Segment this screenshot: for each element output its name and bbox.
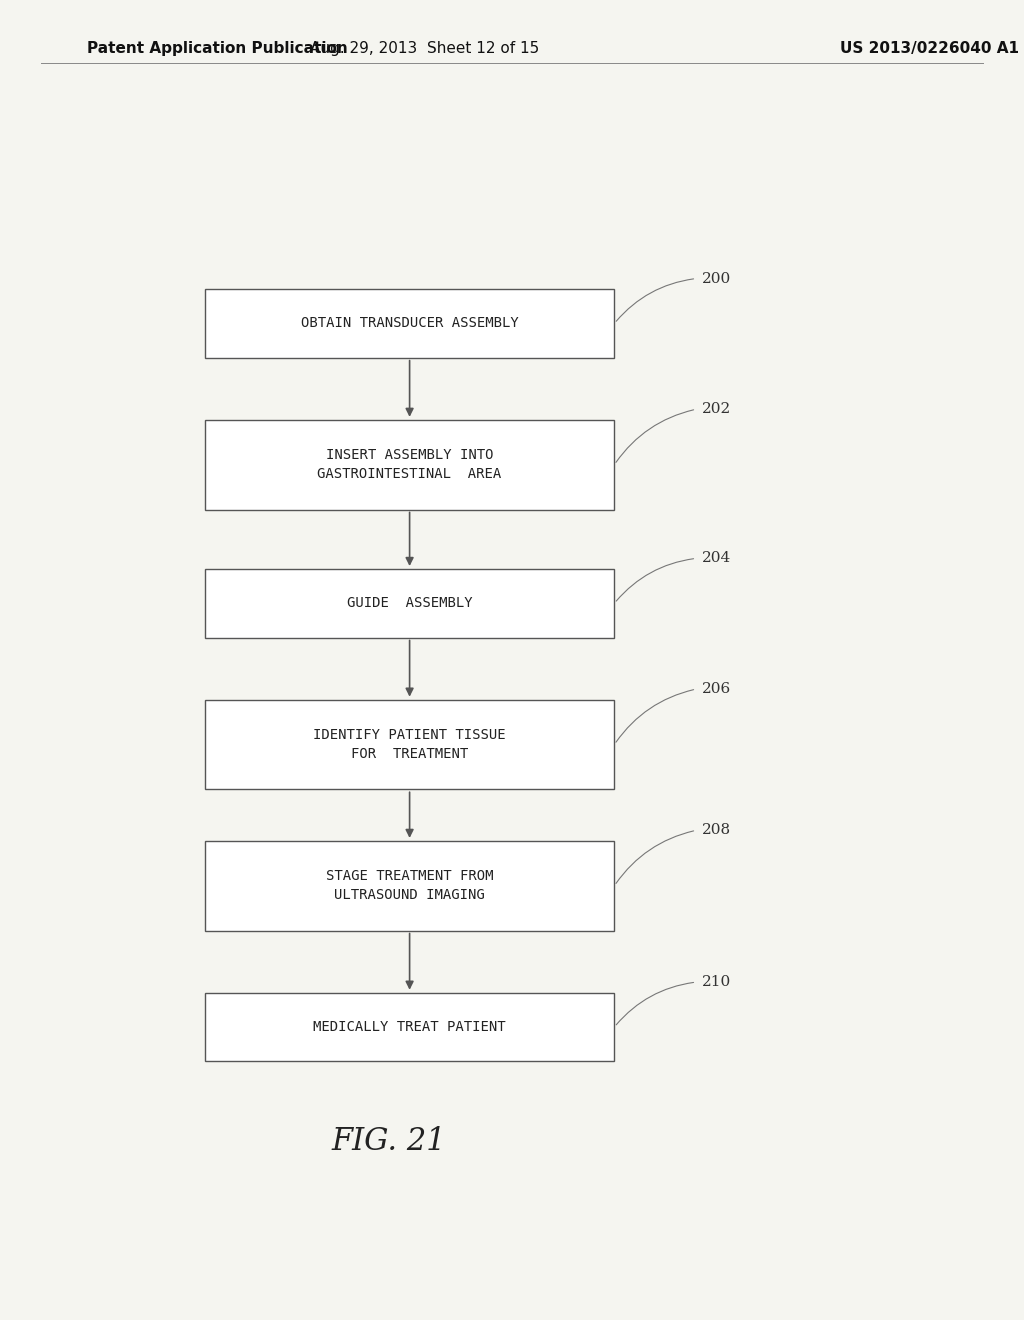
Bar: [205, 289, 614, 358]
Text: Aug. 29, 2013  Sheet 12 of 15: Aug. 29, 2013 Sheet 12 of 15: [310, 41, 540, 57]
Text: 200: 200: [701, 272, 731, 285]
Bar: [205, 700, 614, 789]
Bar: [205, 420, 614, 510]
Text: 204: 204: [701, 552, 731, 565]
Text: US 2013/0226040 A1: US 2013/0226040 A1: [840, 41, 1019, 57]
Bar: [205, 569, 614, 638]
Text: INSERT ASSEMBLY INTO
GASTROINTESTINAL  AREA: INSERT ASSEMBLY INTO GASTROINTESTINAL AR…: [317, 447, 502, 482]
Bar: [205, 841, 614, 931]
Text: 206: 206: [701, 682, 731, 696]
Text: Patent Application Publication: Patent Application Publication: [87, 41, 348, 57]
Text: 208: 208: [701, 824, 730, 837]
Text: 202: 202: [701, 403, 731, 416]
Text: MEDICALLY TREAT PATIENT: MEDICALLY TREAT PATIENT: [313, 1020, 506, 1034]
Bar: [205, 993, 614, 1061]
Text: OBTAIN TRANSDUCER ASSEMBLY: OBTAIN TRANSDUCER ASSEMBLY: [301, 317, 518, 330]
Text: 210: 210: [701, 975, 731, 989]
Text: IDENTIFY PATIENT TISSUE
FOR  TREATMENT: IDENTIFY PATIENT TISSUE FOR TREATMENT: [313, 727, 506, 762]
Text: GUIDE  ASSEMBLY: GUIDE ASSEMBLY: [347, 597, 472, 610]
Text: FIG. 21: FIG. 21: [332, 1126, 446, 1158]
Text: STAGE TREATMENT FROM
ULTRASOUND IMAGING: STAGE TREATMENT FROM ULTRASOUND IMAGING: [326, 869, 494, 903]
